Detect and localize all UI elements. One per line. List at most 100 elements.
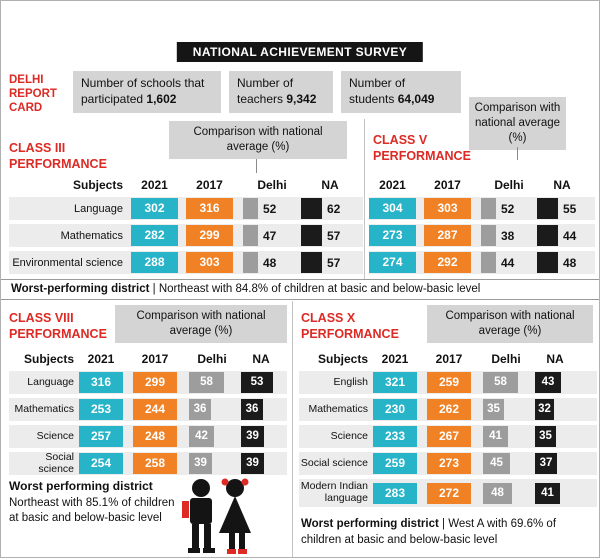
vertical-divider-bottom bbox=[292, 301, 293, 557]
row-label: Mathematics bbox=[308, 402, 368, 415]
table-row: 273 287 38 44 bbox=[369, 224, 595, 247]
col-na: NA bbox=[321, 177, 339, 192]
row-label: Mathematics bbox=[60, 229, 123, 242]
bar-2017: 303 bbox=[424, 198, 471, 219]
delhi-swatch bbox=[243, 225, 258, 246]
comparison-note-class5: Comparison with national average (%) bbox=[469, 97, 566, 150]
class10-section: Comparison with national average (%) CLA… bbox=[299, 303, 597, 557]
worst-district-text: Northeast with 85.1% of children at basi… bbox=[9, 496, 175, 524]
bar-2017: 316 bbox=[186, 198, 233, 219]
delhi-value: 52 bbox=[501, 201, 515, 216]
class3-title: CLASS III PERFORMANCE bbox=[9, 141, 107, 171]
class3-section: Comparison with national average (%) CLA… bbox=[9, 119, 363, 279]
col-2017: 2017 bbox=[196, 177, 223, 192]
card-label-line: DELHI bbox=[9, 74, 44, 86]
bar-2017: 273 bbox=[427, 453, 471, 474]
delhi-value: 38 bbox=[501, 228, 515, 243]
stat-value: 1,602 bbox=[146, 91, 177, 106]
bar-na: 37 bbox=[535, 453, 557, 474]
row-label: Environmental science bbox=[12, 256, 123, 269]
bar-2021: 253 bbox=[79, 399, 123, 420]
row-label: Modern Indian language bbox=[300, 480, 368, 504]
worst-district-bold: Worst-performing district bbox=[11, 283, 150, 295]
worst-district-text: | Northeast with 84.8% of children at ba… bbox=[149, 283, 481, 295]
col-2021: 2021 bbox=[141, 177, 168, 192]
bar-2017: 287 bbox=[424, 225, 471, 246]
col-2017: 2017 bbox=[435, 351, 463, 366]
bar-2017: 299 bbox=[186, 225, 233, 246]
delhi-value: 52 bbox=[263, 201, 277, 216]
col-subjects: Subjects bbox=[23, 351, 74, 366]
bar-2017: 292 bbox=[424, 252, 471, 273]
worst-district-strip: Worst-performing district | Northeast wi… bbox=[1, 279, 599, 300]
bar-2021: 259 bbox=[373, 453, 417, 474]
bar-na: 35 bbox=[535, 426, 556, 447]
col-2021: 2021 bbox=[381, 351, 409, 366]
bar-2021: 316 bbox=[79, 372, 123, 393]
bar-2021: 288 bbox=[131, 252, 178, 273]
col-na: NA bbox=[553, 177, 571, 192]
table-header: Subjects 2021 2017 Delhi NA bbox=[9, 177, 363, 192]
col-2017: 2017 bbox=[434, 177, 461, 192]
class5-section: CLASS V PERFORMANCE 2021 2017 Delhi NA 3… bbox=[369, 119, 595, 279]
delhi-value: 48 bbox=[263, 255, 277, 270]
bar-delhi: 58 bbox=[483, 372, 518, 393]
col-2021: 2021 bbox=[379, 177, 406, 192]
card-label-line: REPORT bbox=[9, 87, 57, 100]
bar-2017: 262 bbox=[427, 399, 471, 420]
na-swatch bbox=[301, 252, 322, 273]
bar-delhi: 42 bbox=[189, 426, 214, 447]
bar-2021: 321 bbox=[373, 372, 417, 393]
class5-table: 2021 2017 Delhi NA 304 303 52 55 273 287… bbox=[369, 177, 595, 278]
table-header: 2021 2017 Delhi NA bbox=[369, 177, 595, 192]
bar-2021: 302 bbox=[131, 198, 178, 219]
table-row: 304 303 52 55 bbox=[369, 197, 595, 220]
school-children-icon bbox=[179, 475, 257, 557]
bar-2021: 273 bbox=[369, 225, 416, 246]
delhi-swatch bbox=[243, 198, 258, 219]
stat-label: Number of schools that participated bbox=[81, 76, 205, 106]
card-label-line: CARD bbox=[9, 101, 43, 114]
bar-na: 43 bbox=[535, 372, 561, 393]
bar-2017: 267 bbox=[427, 426, 471, 447]
bar-na: 39 bbox=[241, 453, 264, 474]
table-row: Social science 259 273 45 37 bbox=[299, 452, 597, 475]
class8-worst-district: Worst performing district Northeast with… bbox=[9, 479, 181, 525]
bar-2017: 303 bbox=[186, 252, 233, 273]
bar-na: 39 bbox=[241, 426, 264, 447]
col-subjects: Subjects bbox=[72, 177, 123, 192]
class8-title: CLASS VIII PERFORMANCE bbox=[9, 311, 107, 341]
col-2021: 2021 bbox=[87, 351, 115, 366]
class10-worst-district: Worst performing district | West A with … bbox=[301, 517, 591, 548]
stat-value: 9,342 bbox=[286, 91, 317, 106]
col-delhi: Delhi bbox=[491, 351, 521, 366]
delhi-swatch bbox=[243, 252, 258, 273]
table-row: Modern Indian language 283 272 48 41 bbox=[299, 479, 597, 507]
delhi-swatch bbox=[481, 225, 496, 246]
table-header: Subjects 2021 2017 Delhi NA bbox=[299, 351, 597, 366]
class10-table: Subjects 2021 2017 Delhi NA English 321 … bbox=[299, 351, 597, 511]
table-row: Mathematics 230 262 35 32 bbox=[299, 398, 597, 421]
stat-schools: Number of schools that participated 1,60… bbox=[73, 71, 221, 113]
bar-2017: 244 bbox=[133, 399, 177, 420]
bar-2017: 272 bbox=[427, 482, 471, 504]
comparison-note-class3: Comparison with national average (%) bbox=[169, 121, 347, 159]
delhi-report-card-label: DELHI REPORT CARD bbox=[9, 71, 65, 115]
row-label: Social science bbox=[38, 450, 74, 475]
bar-2021: 230 bbox=[373, 399, 417, 420]
na-value: 44 bbox=[563, 228, 577, 243]
class8-section: Comparison with national average (%) CLA… bbox=[9, 303, 287, 557]
stat-value: 64,049 bbox=[397, 91, 435, 106]
bar-na: 36 bbox=[241, 399, 263, 420]
table-row: Mathematics 253 244 36 36 bbox=[9, 398, 287, 421]
na-swatch bbox=[537, 225, 558, 246]
na-swatch bbox=[537, 252, 558, 273]
table-row: 274 292 44 48 bbox=[369, 251, 595, 274]
class10-title: CLASS X PERFORMANCE bbox=[301, 311, 399, 341]
bar-delhi: 45 bbox=[483, 453, 510, 474]
bar-2017: 248 bbox=[133, 426, 177, 447]
table-row: Science 257 248 42 39 bbox=[9, 425, 287, 448]
col-subjects: Subjects bbox=[317, 351, 368, 366]
bar-delhi: 48 bbox=[483, 482, 512, 504]
bar-2017: 258 bbox=[133, 453, 177, 474]
